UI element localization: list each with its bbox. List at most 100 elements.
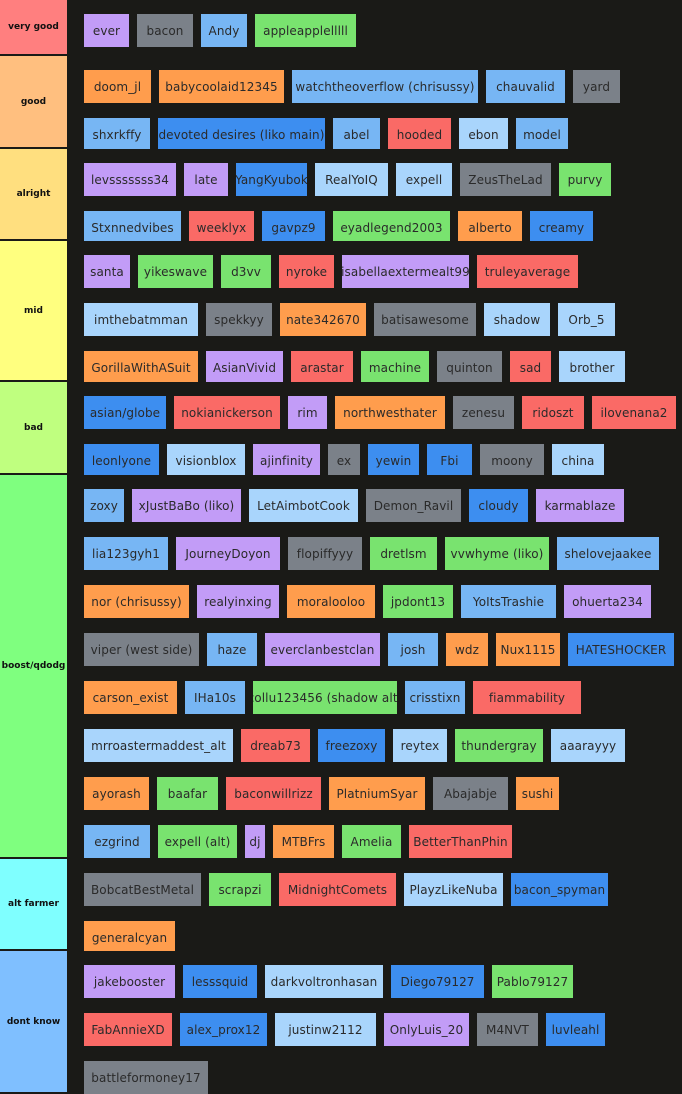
tier-item[interactable]: eyadlegend2003 bbox=[333, 211, 450, 244]
tier-item[interactable]: doom_jl bbox=[84, 70, 151, 103]
tier-item[interactable]: luvleahl bbox=[546, 1013, 605, 1046]
tier-item[interactable]: santa bbox=[84, 255, 130, 288]
tier-item[interactable]: aaarayyy bbox=[551, 729, 625, 762]
tier-item[interactable]: carson_exist bbox=[84, 681, 177, 714]
tier-item[interactable]: haze bbox=[207, 633, 257, 666]
tier-item[interactable]: Demon_Ravil bbox=[366, 489, 461, 522]
tier-item[interactable]: purvy bbox=[559, 163, 611, 196]
tier-item[interactable]: Nux1115 bbox=[496, 633, 560, 666]
tier-item[interactable]: ohuerta234 bbox=[564, 585, 651, 618]
tier-item[interactable]: abel bbox=[333, 118, 380, 151]
tier-item[interactable]: bacon_spyman bbox=[511, 873, 608, 906]
tier-item[interactable]: ebon bbox=[459, 118, 508, 151]
tier-item[interactable]: FabAnnieXD bbox=[84, 1013, 172, 1046]
tier-item[interactable]: ZeusTheLad bbox=[460, 163, 551, 196]
tier-item[interactable]: nyroke bbox=[279, 255, 334, 288]
tier-item[interactable]: d3vv bbox=[221, 255, 271, 288]
tier-item[interactable]: appleapplelllll bbox=[255, 14, 356, 47]
tier-item[interactable]: ezgrind bbox=[84, 825, 150, 858]
tier-item[interactable]: model bbox=[516, 118, 568, 151]
tier-item[interactable]: quinton bbox=[437, 351, 502, 384]
tier-item[interactable]: zoxy bbox=[84, 489, 124, 522]
tier-item[interactable]: cloudy bbox=[469, 489, 528, 522]
tier-item[interactable]: chauvalid bbox=[486, 70, 565, 103]
tier-item[interactable]: JourneyDoyon bbox=[176, 537, 280, 570]
tier-item[interactable]: everclanbestclan bbox=[265, 633, 380, 666]
tier-item[interactable]: lesssquid bbox=[183, 965, 257, 998]
tier-item[interactable]: Fbi bbox=[427, 444, 472, 477]
tier-item[interactable]: justinw2112 bbox=[275, 1013, 376, 1046]
tier-item[interactable]: GorillaWithASuit bbox=[84, 351, 198, 384]
tier-item[interactable]: PlayzLikeNuba bbox=[404, 873, 503, 906]
tier-item[interactable]: scrapzi bbox=[209, 873, 271, 906]
tier-item[interactable]: dj bbox=[245, 825, 265, 858]
tier-item[interactable]: AsianVivid bbox=[206, 351, 283, 384]
tier-item[interactable]: babycoolaid12345 bbox=[159, 70, 284, 103]
tier-item[interactable]: Andy bbox=[201, 14, 247, 47]
tier-item[interactable]: Diego79127 bbox=[391, 965, 484, 998]
tier-item[interactable]: Stxnnedvibes bbox=[84, 211, 181, 244]
tier-item[interactable]: LetAimbotCook bbox=[249, 489, 358, 522]
tier-item[interactable]: Amelia bbox=[342, 825, 401, 858]
tier-item[interactable]: northwesthater bbox=[335, 396, 445, 429]
tier-item[interactable]: sad bbox=[510, 351, 551, 384]
tier-item[interactable]: alberto bbox=[458, 211, 522, 244]
tier-item[interactable]: PlatniumSyar bbox=[329, 777, 425, 810]
tier-item[interactable]: mrroastermaddest_alt bbox=[84, 729, 233, 762]
tier-item[interactable]: freezoxy bbox=[318, 729, 385, 762]
tier-item[interactable]: brother bbox=[559, 351, 625, 384]
tier-item[interactable]: ex bbox=[328, 444, 360, 477]
tier-item[interactable]: late bbox=[184, 163, 228, 196]
tier-item[interactable]: dreab73 bbox=[241, 729, 310, 762]
tier-item[interactable]: flopiffyyy bbox=[288, 537, 362, 570]
tier-item[interactable]: YangKyubok bbox=[236, 163, 307, 196]
tier-item[interactable]: creamy bbox=[530, 211, 593, 244]
tier-item[interactable]: Orb_5 bbox=[558, 303, 615, 336]
tier-item[interactable]: jakebooster bbox=[84, 965, 175, 998]
tier-item[interactable]: devoted desires (liko main) bbox=[158, 118, 325, 151]
tier-item[interactable]: MTBFrs bbox=[273, 825, 334, 858]
tier-item[interactable]: jpdont13 bbox=[383, 585, 453, 618]
tier-item[interactable]: HATESHOCKER bbox=[568, 633, 674, 666]
tier-item[interactable]: baconwillrizz bbox=[226, 777, 321, 810]
tier-item[interactable]: moralooloo bbox=[287, 585, 375, 618]
tier-item[interactable]: shxrkffy bbox=[84, 118, 150, 151]
tier-item[interactable]: sushi bbox=[516, 777, 559, 810]
tier-item[interactable]: ajinfinity bbox=[253, 444, 320, 477]
tier-item[interactable]: ayorash bbox=[84, 777, 149, 810]
tier-item[interactable]: weeklyx bbox=[189, 211, 254, 244]
tier-item[interactable]: batisawesome bbox=[374, 303, 476, 336]
tier-item[interactable]: collu123456 (shadow alt) bbox=[253, 681, 397, 714]
tier-item[interactable]: baafar bbox=[157, 777, 218, 810]
tier-item[interactable]: darkvoltronhasan bbox=[265, 965, 383, 998]
tier-item[interactable]: vvwhyme (liko) bbox=[445, 537, 549, 570]
tier-item[interactable]: yewin bbox=[368, 444, 419, 477]
tier-item[interactable]: expell (alt) bbox=[158, 825, 237, 858]
tier-item[interactable]: yard bbox=[573, 70, 620, 103]
tier-item[interactable]: M4NVT bbox=[477, 1013, 538, 1046]
tier-item[interactable]: zenesu bbox=[453, 396, 514, 429]
tier-item[interactable]: dretlsm bbox=[370, 537, 437, 570]
tier-item[interactable]: josh bbox=[388, 633, 438, 666]
tier-item[interactable]: wdz bbox=[446, 633, 488, 666]
tier-item[interactable]: BetterThanPhin bbox=[409, 825, 512, 858]
tier-item[interactable]: reytex bbox=[393, 729, 447, 762]
tier-item[interactable]: china bbox=[552, 444, 604, 477]
tier-item[interactable]: alex_prox12 bbox=[180, 1013, 267, 1046]
tier-item[interactable]: watchtheoverflow (chrisussy) bbox=[292, 70, 478, 103]
tier-item[interactable]: gavpz9 bbox=[262, 211, 325, 244]
tier-item[interactable]: shelovejaakee bbox=[557, 537, 659, 570]
tier-item[interactable]: ridoszt bbox=[522, 396, 584, 429]
tier-item[interactable]: fiammability bbox=[473, 681, 581, 714]
tier-item[interactable]: shadow bbox=[484, 303, 550, 336]
tier-item[interactable]: IHa10s bbox=[185, 681, 245, 714]
tier-item[interactable]: expell bbox=[396, 163, 452, 196]
tier-item[interactable]: arastar bbox=[291, 351, 353, 384]
tier-item[interactable]: ilovenana2 bbox=[592, 396, 676, 429]
tier-item[interactable]: levsssssss34 bbox=[84, 163, 176, 196]
tier-item[interactable]: xJustBaBo (liko) bbox=[132, 489, 241, 522]
tier-item[interactable]: nokianickerson bbox=[174, 396, 280, 429]
tier-item[interactable]: visionblox bbox=[167, 444, 245, 477]
tier-item[interactable]: nate342670 bbox=[280, 303, 366, 336]
tier-item[interactable]: rim bbox=[288, 396, 327, 429]
